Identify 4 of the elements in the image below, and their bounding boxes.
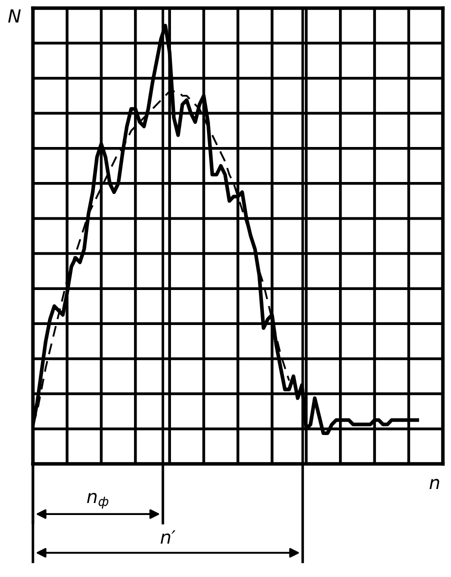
text: n′ xyxy=(160,530,176,544)
y-axis-title: N xyxy=(8,9,21,23)
text: n$_{ф}$ xyxy=(87,492,108,509)
x-axis-title: n xyxy=(430,478,440,490)
